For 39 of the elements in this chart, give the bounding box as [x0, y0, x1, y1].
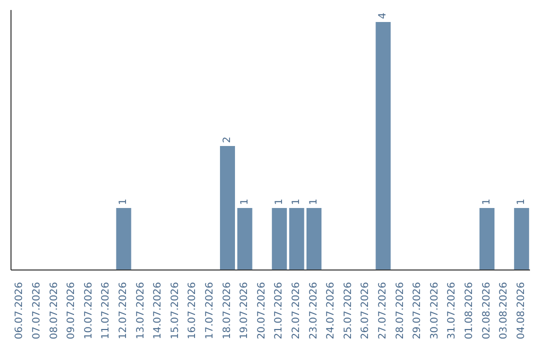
x-tick-label: 19.07.2026 — [239, 282, 250, 340]
x-tick-label: 21.07.2026 — [274, 282, 285, 340]
x-tick-label: 18.07.2026 — [222, 282, 233, 340]
data-label: 1 — [308, 198, 320, 205]
data-label: 2 — [222, 136, 233, 143]
x-tick-label: 31.07.2026 — [446, 282, 458, 340]
data-label: 1 — [239, 198, 250, 205]
data-label: 1 — [481, 198, 492, 205]
x-tick-label: 25.07.2026 — [342, 282, 354, 340]
x-tick-label: 27.07.2026 — [377, 282, 388, 340]
data-label: 1 — [516, 198, 528, 205]
data-label: 1 — [118, 198, 130, 205]
x-tick-label: 07.07.2026 — [31, 282, 42, 340]
x-tick-label: 23.07.2026 — [308, 282, 320, 340]
x-tick-label: 14.07.2026 — [152, 282, 164, 340]
x-tick-label: 11.07.2026 — [100, 282, 112, 340]
x-tick-label: 22.07.2026 — [290, 282, 302, 340]
x-tick-label: 01.08.2026 — [464, 282, 475, 340]
x-tick-label: 16.07.2026 — [187, 282, 198, 340]
x-tick-label: 30.07.2026 — [429, 282, 440, 340]
x-tick-label: 12.07.2026 — [118, 282, 129, 340]
x-tick-label: 09.07.2026 — [66, 282, 78, 340]
x-tick-label: 02.08.2026 — [481, 282, 492, 340]
x-tick-label: 24.07.2026 — [326, 282, 337, 340]
x-tick-label: 06.07.2026 — [14, 282, 26, 340]
x-tick-label: 28.07.2026 — [394, 282, 406, 340]
x-tick-label: 29.07.2026 — [412, 282, 424, 340]
x-tick-label: 15.07.2026 — [170, 282, 181, 340]
x-tick-label: 26.07.2026 — [360, 282, 372, 340]
x-tick-label: 03.08.2026 — [498, 282, 510, 340]
x-tick-label: 13.07.2026 — [135, 282, 146, 340]
x-tick-label: 17.07.2026 — [204, 282, 216, 340]
data-label: 1 — [291, 198, 302, 205]
x-tick-label: 10.07.2026 — [83, 282, 94, 340]
data-label: 1 — [274, 198, 285, 205]
data-label: 4 — [378, 12, 389, 19]
x-tick-label: 20.07.2026 — [256, 282, 268, 340]
x-tick-label: 04.08.2026 — [516, 282, 527, 340]
x-tick-label: 08.07.2026 — [48, 282, 60, 340]
